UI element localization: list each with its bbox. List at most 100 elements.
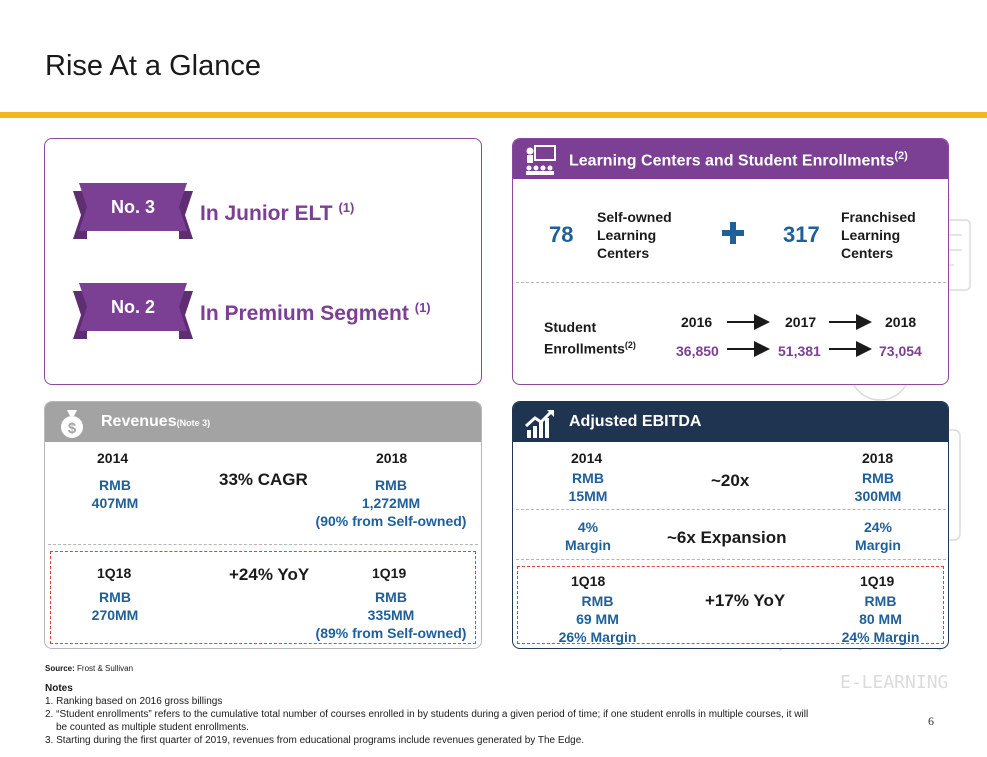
label-line: Learning — [841, 227, 901, 243]
rank-junior-elt: In Junior ELT (1) — [200, 200, 354, 226]
learning-centers-panel: Learning Centers and Student Enrollments… — [512, 138, 949, 385]
ebitda-growth: ~20x — [711, 471, 750, 490]
panel-title-note: (Note 3) — [176, 418, 211, 428]
value-line: RMB — [375, 477, 407, 493]
label-line: Self-owned — [597, 209, 672, 225]
ebitda-quarter-1q18: 1Q18 — [571, 573, 606, 589]
franchised-label: Franchised Learning Centers — [841, 208, 916, 262]
value-line: 69 MM — [576, 611, 619, 627]
panel-title-note: (2) — [894, 150, 908, 162]
panel-title: Learning Centers and Student Enrollments… — [569, 150, 908, 170]
student-enrollments-label: Student Enrollments(2) — [544, 318, 636, 358]
revenue-cagr: 33% CAGR — [219, 470, 308, 489]
rank-badge-no2: No. 2 — [110, 297, 155, 317]
quarterly-highlight-box — [50, 551, 476, 644]
ebitda-2014-value: RMB 15MM — [548, 469, 628, 505]
value-line: 1,272MM — [361, 495, 421, 511]
watermark-text: E-LEARNING — [840, 672, 948, 693]
value-line: RMB — [99, 589, 131, 605]
label-line: Student — [544, 319, 597, 335]
ebitda-yoy: +17% YoY — [705, 591, 786, 610]
note-item: 1. Ranking based on 2016 gross billings — [45, 696, 223, 707]
ebitda-year-2014: 2014 — [571, 450, 603, 466]
growth-chart-icon — [525, 409, 554, 438]
source-label: Source: — [45, 664, 75, 673]
notes-block: Notes 1. Ranking based on 2016 gross bil… — [45, 682, 808, 747]
value-line: 26% Margin — [558, 629, 637, 645]
panel-title-text: Revenues — [101, 413, 177, 430]
rev-quarter-1q19: 1Q19 — [372, 565, 407, 581]
value-line: RMB — [99, 477, 131, 493]
label-note: (2) — [624, 340, 636, 350]
ebitda-1q18-value: RMB 69 MM 26% Margin — [545, 592, 650, 646]
value-line: 80 MM — [859, 611, 902, 627]
note-item: 2. “Student enrollments” refers to the c… — [45, 709, 809, 720]
franchised-count: 317 — [783, 222, 820, 247]
rank-premium-segment: In Premium Segment (1) — [200, 300, 431, 326]
rev-year-2018: 2018 — [376, 450, 408, 466]
enroll-2017: 51,381 — [778, 343, 821, 359]
quarterly-highlight-box — [517, 566, 944, 644]
rank-text-label: In Premium Segment — [200, 302, 409, 325]
source-line: Source: Frost & Sullivan — [45, 662, 133, 675]
value-line: Margin — [565, 537, 611, 553]
divider — [516, 559, 946, 560]
svg-text:$: $ — [68, 420, 77, 437]
enroll-2018: 73,054 — [879, 343, 922, 359]
value-line: 15MM — [568, 488, 608, 504]
plus-icon — [722, 222, 744, 244]
ebitda-2018-value: RMB 300MM — [838, 469, 918, 505]
ebitda-1q19-value: RMB 80 MM 24% Margin — [828, 592, 933, 646]
panel-header: Learning Centers and Student Enrollments… — [513, 139, 948, 179]
value-line: RMB — [864, 593, 897, 609]
ebitda-2018-margin: 24% Margin — [838, 518, 918, 554]
panel-header: Adjusted EBITDA — [513, 402, 948, 442]
panel-title: Adjusted EBITDA — [569, 413, 702, 430]
page-title: Rise At a Glance — [45, 50, 261, 82]
value-line: (90% from Self-owned) — [315, 513, 467, 529]
label-line: Enrollments(2) — [544, 336, 636, 358]
rank-badge-ribbon — [73, 283, 193, 339]
revenues-panel: $ Revenues(Note 3) — [44, 401, 482, 649]
self-owned-count: 78 — [549, 222, 574, 247]
rev-2018-value: RMB 1,272MM (90% from Self-owned) — [306, 476, 476, 530]
value-line: RMB — [375, 589, 407, 605]
revenue-yoy: +24% YoY — [229, 565, 310, 584]
rank-note: (1) — [338, 200, 355, 215]
label-line: Centers — [841, 245, 894, 261]
rank-badge-no3: No. 3 — [110, 197, 155, 217]
year-2016: 2016 — [681, 314, 713, 330]
source-text: Frost & Sullivan — [77, 664, 134, 673]
note-item: be counted as multiple student enrollmen… — [56, 722, 249, 733]
ebitda-margin-expansion: ~6x Expansion — [667, 528, 787, 547]
ebitda-panel: Adjusted EBITDA — [512, 401, 949, 649]
ebitda-quarter-1q19: 1Q19 — [860, 573, 895, 589]
rank-badge-ribbon — [73, 183, 193, 239]
note-item: 3. Starting during the first quarter of … — [45, 735, 585, 746]
value-line: Margin — [855, 537, 901, 553]
panel-title: Revenues(Note 3) — [101, 413, 210, 431]
value-line: RMB — [572, 470, 604, 486]
label-line: Centers — [597, 245, 650, 261]
teacher-classroom-icon — [526, 145, 556, 175]
value-line: 407MM — [91, 495, 139, 511]
value-line: 24% Margin — [841, 629, 920, 645]
value-line: RMB — [862, 470, 894, 486]
enroll-2016: 36,850 — [676, 343, 719, 359]
label-text: Enrollments — [544, 340, 625, 357]
ebitda-2014-margin: 4% Margin — [548, 518, 628, 554]
panel-title-text: Learning Centers and Student Enrollments — [569, 152, 895, 170]
label-line: Franchised — [841, 209, 916, 225]
money-bag-icon: $ — [61, 410, 83, 438]
rank-note: (1) — [414, 300, 431, 315]
rank-text-label: In Junior ELT — [200, 202, 333, 225]
year-2017: 2017 — [785, 314, 817, 330]
value-line: 270MM — [91, 607, 139, 623]
divider — [516, 282, 946, 283]
value-line: 4% — [577, 519, 599, 535]
value-line: 335MM — [367, 607, 415, 623]
self-owned-label: Self-owned Learning Centers — [597, 208, 672, 262]
rev-1q18-value: RMB 270MM — [75, 588, 155, 624]
divider — [516, 509, 946, 510]
ebitda-year-2018: 2018 — [862, 450, 894, 466]
